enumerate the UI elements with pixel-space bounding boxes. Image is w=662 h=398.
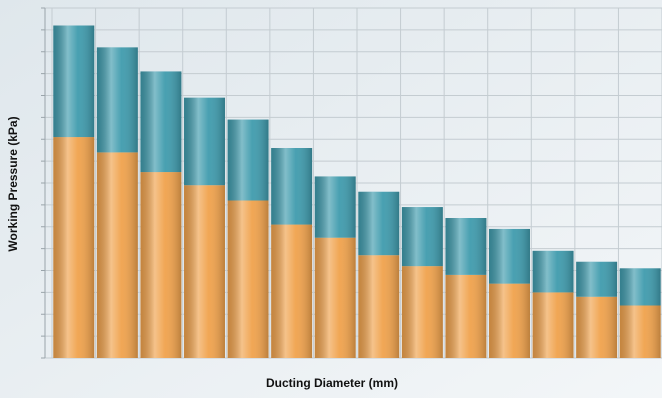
bar-shine xyxy=(532,250,574,293)
bar-shine xyxy=(140,172,182,358)
bar-shine xyxy=(314,237,356,358)
bar-shine xyxy=(445,218,487,275)
bar-shine xyxy=(184,185,225,358)
bar-shine xyxy=(401,266,443,358)
bar-shine xyxy=(96,152,138,358)
bar-shine xyxy=(401,207,443,267)
y-axis-title: Working Pressure (kPa) xyxy=(6,116,20,251)
bar-shine xyxy=(358,255,400,358)
bar-shine xyxy=(445,274,487,358)
bar-shine xyxy=(489,283,530,358)
bar-shine xyxy=(358,191,400,256)
bar-shine xyxy=(227,119,269,201)
bar-shine xyxy=(53,25,95,138)
bar-shine xyxy=(271,224,313,358)
bar-shine xyxy=(53,137,95,358)
bar-shine xyxy=(576,261,618,297)
bar-shine xyxy=(576,296,618,358)
bar-shine xyxy=(140,71,182,173)
bar-shine xyxy=(96,47,138,153)
bar-shine xyxy=(619,268,661,306)
bar-shine xyxy=(184,97,225,186)
bar-shine xyxy=(489,228,530,284)
bar-shine xyxy=(532,292,574,358)
bar-shine xyxy=(227,200,269,358)
bars xyxy=(53,25,661,358)
bar-shine xyxy=(271,148,313,225)
bar-shine xyxy=(314,176,356,238)
x-axis-title: Ducting Diameter (mm) xyxy=(266,376,398,390)
bar-shine xyxy=(619,305,661,358)
